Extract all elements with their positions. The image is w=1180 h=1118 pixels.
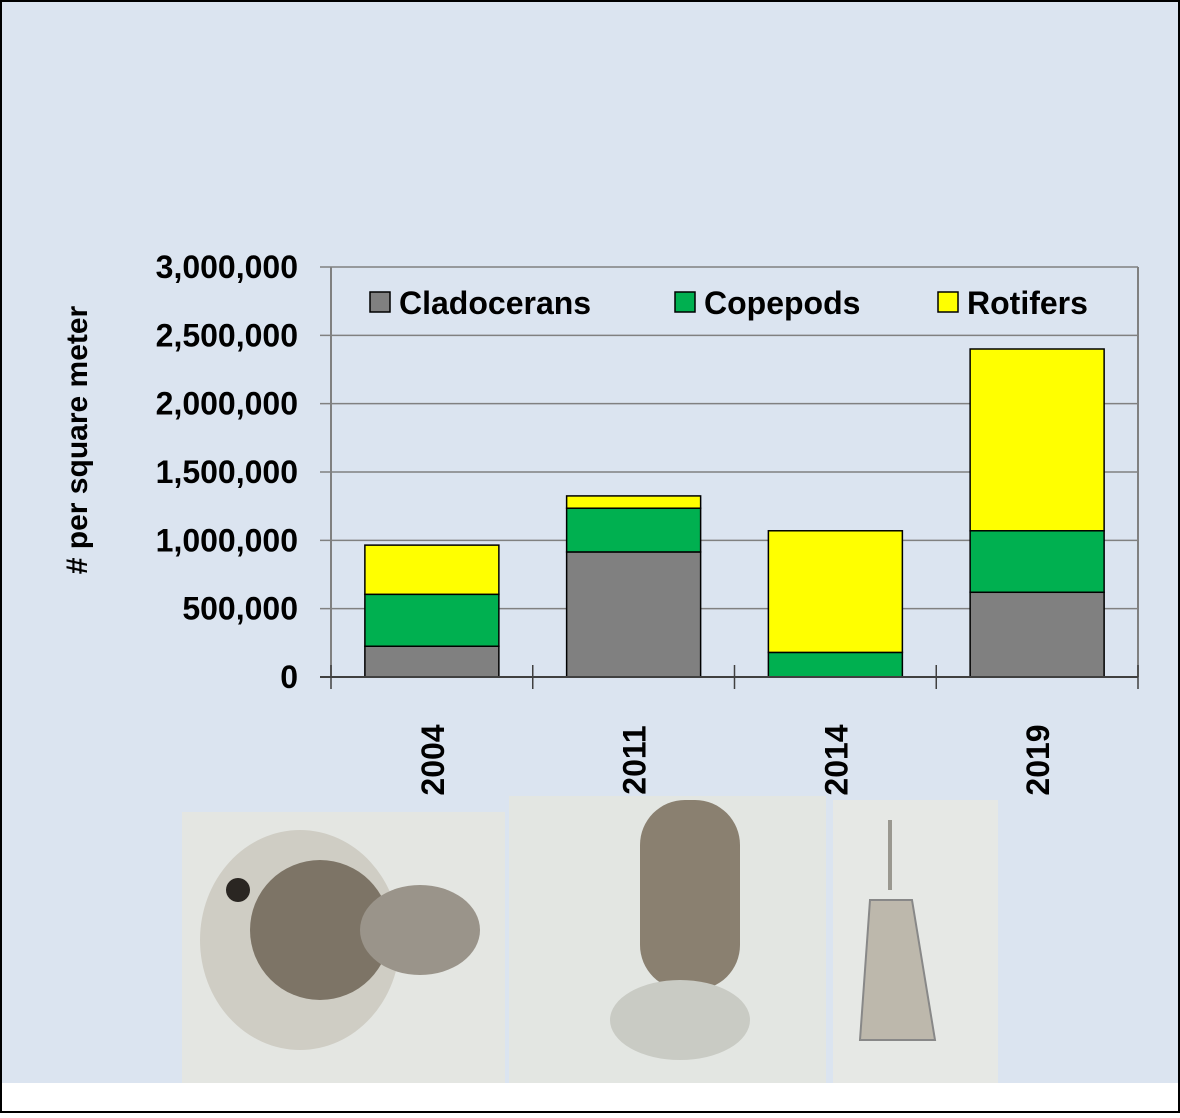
y-axis-title: # per square meter — [61, 305, 94, 574]
y-tick-label: 500,000 — [182, 591, 298, 627]
bar-segment — [970, 349, 1104, 531]
bar-segment — [567, 496, 701, 508]
y-tick-label: 2,000,000 — [156, 386, 298, 422]
x-tick-label: 2019 — [1020, 724, 1056, 795]
bar-segment — [365, 594, 499, 646]
chart: # per square meter 0 500,000 1,000,000 1,50… — [0, 0, 1180, 1113]
x-tick-label: 2011 — [617, 725, 653, 794]
bar-segment — [768, 652, 902, 677]
bar-segment — [365, 646, 499, 677]
bar-segment — [970, 592, 1104, 677]
bar-segment — [567, 508, 701, 552]
bar-segment — [970, 531, 1104, 593]
legend-swatch — [938, 292, 958, 312]
y-tick-label: 3,000,000 — [156, 249, 298, 285]
bar-segment — [365, 545, 499, 594]
legend-swatch — [370, 292, 390, 312]
y-tick-label: 2,500,000 — [156, 317, 298, 353]
photo — [509, 796, 826, 1083]
bar-segment — [567, 552, 701, 677]
photo — [833, 800, 998, 1083]
legend-swatch — [675, 292, 695, 312]
footer-strip — [2, 1083, 1178, 1111]
page: {"chart_data": {"type": "stacked_bar", "… — [0, 0, 1180, 1118]
legend-label: Cladocerans — [399, 285, 591, 321]
legend-label: Rotifers — [967, 285, 1088, 321]
legend-label: Copepods — [704, 285, 860, 321]
bar-segment — [768, 531, 902, 653]
photo — [182, 812, 505, 1083]
y-tick-label: 1,000,000 — [156, 522, 298, 558]
y-tick-label: 1,500,000 — [156, 454, 298, 490]
x-tick-label: 2004 — [415, 724, 451, 795]
x-tick-label: 2014 — [818, 724, 854, 795]
y-tick-label: 0 — [280, 659, 298, 695]
